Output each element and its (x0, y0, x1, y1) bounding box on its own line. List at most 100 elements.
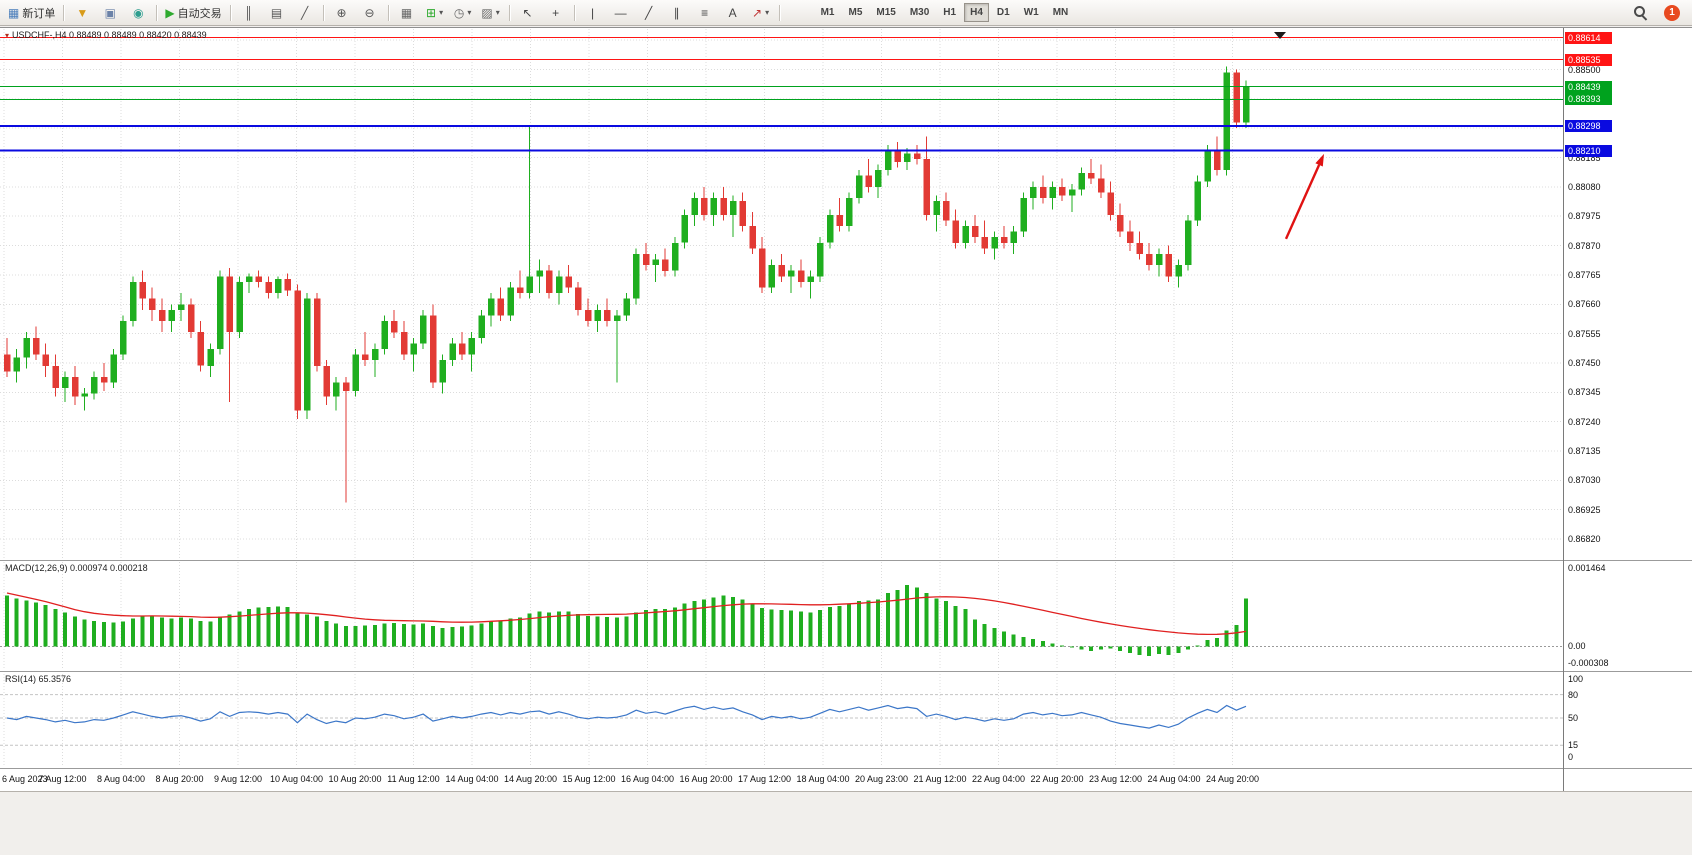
tile-windows-button[interactable]: ▦ (393, 2, 421, 24)
rsi-scale-tick: 100 (1568, 674, 1584, 684)
toolbar-separator (387, 4, 389, 21)
hlines-layer (0, 37, 1563, 152)
vertical-line-button[interactable]: | (579, 2, 607, 24)
bar-chart-button[interactable]: ║ (235, 2, 263, 24)
macd-label: MACD(12,26,9) 0.000974 0.000218 (5, 563, 148, 573)
time-tick: 14 Aug 04:00 (445, 774, 499, 784)
time-tick: 6 Aug 2023 (2, 774, 48, 784)
candles-layer (4, 66, 1250, 503)
timeframe-m15-button[interactable]: M15 (876, 7, 896, 18)
search-icon (1633, 5, 1648, 20)
price-tick: 0.86820 (1568, 534, 1601, 544)
new-chart-button[interactable]: ▣ (96, 2, 124, 24)
time-tick: 20 Aug 23:00 (854, 774, 909, 784)
trendline-button[interactable]: ╱ (635, 2, 663, 24)
macd-pane: MACD(12,26,9) 0.000974 0.000218 (0, 561, 1692, 672)
rsi-scale-tick: 15 (1568, 740, 1579, 750)
rsi-scale-tick: 80 (1568, 690, 1579, 700)
price-tick: 0.87660 (1568, 299, 1601, 309)
price-tick: 0.87030 (1568, 475, 1601, 485)
arrow-annotation[interactable] (1284, 153, 1324, 240)
new-order-button[interactable]: ▦ 新订单 (4, 2, 59, 24)
zoom-in-button[interactable]: ⊕ (328, 2, 356, 24)
arrows-button[interactable]: ↗ ▾ (747, 2, 775, 24)
toolbar-separator (508, 4, 510, 21)
crosshair-button[interactable]: + (542, 2, 570, 24)
timeframe-m5-button[interactable]: M5 (848, 7, 863, 18)
time-tick: 21 Aug 12:00 (913, 774, 967, 784)
macd-scale-tick: 0.001464 (1568, 563, 1606, 573)
chart-window: ▾ USDCHF-,H4 0.88489 0.88489 0.88420 0.8… (0, 27, 1692, 792)
timeframe-h4-button[interactable]: H4 (964, 3, 989, 22)
chart-window-icon: ▣ (104, 5, 117, 20)
candlestick-chart-button[interactable]: ▤ (263, 2, 291, 24)
time-tick: 15 Aug 12:00 (562, 774, 616, 784)
text-button[interactable]: A (719, 2, 747, 24)
timeframe-m30-button[interactable]: M30 (909, 7, 930, 18)
auto-trading-button[interactable]: ▶ 自动交易 (161, 2, 225, 24)
time-tick: 17 Aug 12:00 (737, 774, 792, 784)
horizontal-line-button[interactable]: — (607, 2, 635, 24)
time-tick: 24 Aug 04:00 (1147, 774, 1201, 784)
globe-icon: ◉ (133, 5, 144, 20)
price-tag: 0.88298 (1565, 120, 1612, 132)
price-tag: 0.88393 (1565, 93, 1612, 105)
templates-button[interactable]: ▨ ▾ (477, 2, 505, 24)
timeframe-d1-button[interactable]: D1 (996, 7, 1010, 18)
price-tag: 0.88210 (1565, 145, 1612, 157)
search-button[interactable] (1626, 2, 1654, 24)
price-tick: 0.88500 (1568, 65, 1601, 75)
time-axis[interactable]: 6 Aug 2023 7 Aug 12:00 8 Aug 04:00 8 Aug 20… (0, 769, 1692, 792)
toolbar-separator (229, 4, 231, 21)
strategy-tester-button[interactable]: ▼ (68, 2, 96, 24)
toolbar-separator (63, 4, 65, 21)
zoom-out-button[interactable]: ⊖ (356, 2, 384, 24)
grid-layer (3, 674, 1233, 767)
auto-trading-button-label: 自动交易 (177, 7, 222, 20)
cursor-button[interactable]: ↖ (514, 2, 542, 24)
new-order-button-label: 新订单 (22, 7, 56, 20)
price-chart (0, 29, 1563, 560)
time-tick: 16 Aug 20:00 (679, 774, 733, 784)
price-tick: 0.87240 (1568, 417, 1601, 427)
horizontal-line-icon: — (614, 5, 627, 20)
time-tick: 22 Aug 20:00 (1030, 774, 1084, 784)
grid-layer (0, 29, 1563, 560)
rsi-scale-tick: 0 (1568, 752, 1574, 762)
price-tag: 0.88535 (1565, 54, 1612, 66)
timeframe-mn-button[interactable]: MN (1052, 7, 1069, 18)
price-tag: 0.88439 (1565, 81, 1612, 93)
channel-icon: ∥ (673, 5, 680, 20)
macd-signal-line (6, 592, 1247, 636)
macd-histogram-layer (5, 585, 1248, 657)
price-tick: 0.88080 (1568, 182, 1601, 192)
time-tick: 8 Aug 20:00 (155, 774, 204, 784)
chevron-down-icon: ▾ (439, 8, 444, 17)
toolbar-separator (156, 4, 158, 21)
timeframe-h1-button[interactable]: H1 (943, 7, 957, 18)
notification-badge[interactable]: 1 (1664, 4, 1680, 21)
line-chart-button[interactable]: ╱ (291, 2, 319, 24)
channel-button[interactable]: ∥ (663, 2, 691, 24)
zoom-out-icon: ⊖ (364, 5, 375, 20)
timeframe-w1-button[interactable]: W1 (1023, 7, 1039, 18)
profiles-button[interactable]: ◉ (124, 2, 152, 24)
time-tick: 22 Aug 04:00 (971, 774, 1026, 784)
time-tick: 18 Aug 04:00 (796, 774, 850, 784)
indicators-button[interactable]: ⊞ ▾ (421, 2, 449, 24)
timeframe-m1-button[interactable]: M1 (820, 7, 835, 18)
macd-scale-tick: 0.00 (1568, 641, 1586, 651)
periods-button[interactable]: ◷ ▾ (449, 2, 477, 24)
time-tick: 10 Aug 04:00 (269, 774, 324, 784)
fibonacci-button[interactable]: ≡ (691, 2, 719, 24)
clock-icon: ◷ (453, 5, 465, 20)
rsi-line (6, 704, 1247, 729)
line-chart-icon: ╱ (300, 5, 309, 20)
toolbar-separator (573, 4, 575, 21)
rsi-label: RSI(14) 65.3576 (5, 674, 72, 684)
cursor-icon: ↖ (522, 5, 533, 20)
chart-shift-marker[interactable] (1274, 32, 1286, 39)
price-tick: 0.86925 (1568, 505, 1601, 515)
price-axis[interactable]: 0.88500 0.88185 0.88080 0.87975 0.87870 0.877… (1563, 28, 1692, 792)
toolbar-groups: ▦ 新订单 ▼ ▣ ◉ ▶ 自动交易 ║ ▤ ╱ ⊕ ⊖ ▦ ⊞ ▾ ◷ ▾ ▨ ▾ ↖ + | — ╱ ∥ ≡ A ↗ ▾ (4, 2, 784, 24)
